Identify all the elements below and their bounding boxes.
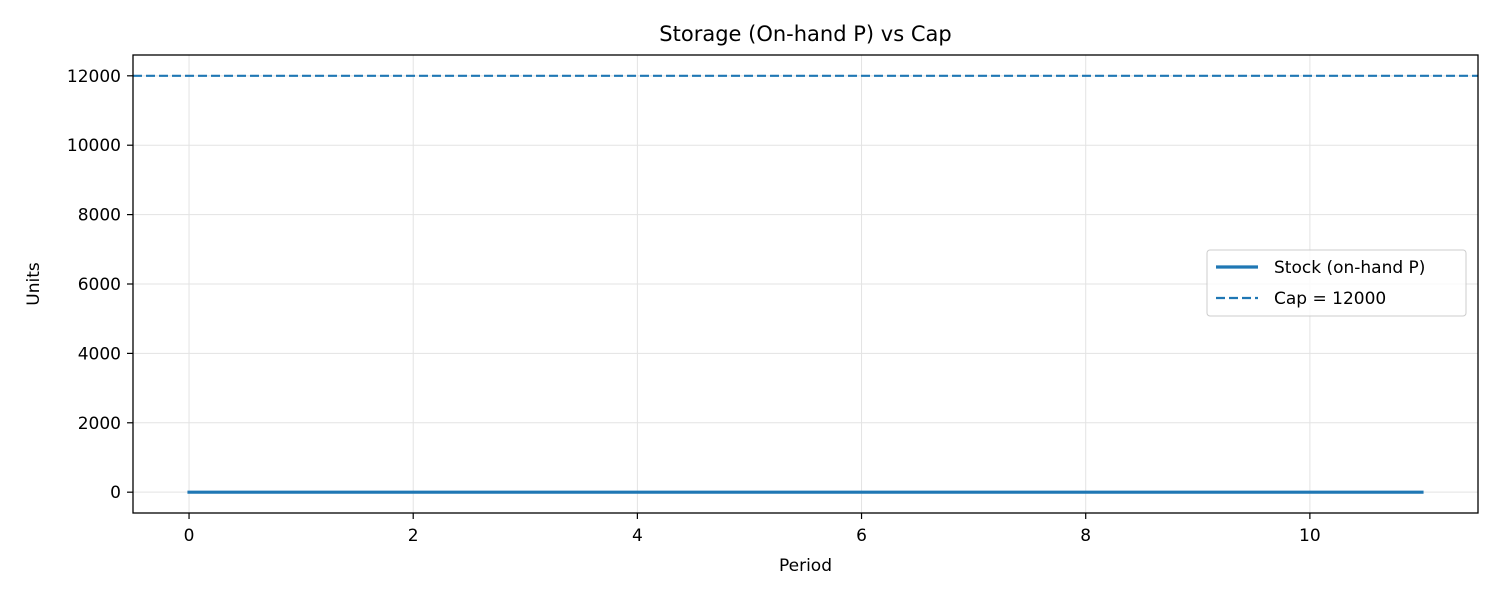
- plot-series: [133, 74, 1478, 494]
- legend-label-stock: Stock (on-hand P): [1274, 258, 1425, 278]
- chart-title: Storage (On-hand P) vs Cap: [659, 22, 951, 46]
- legend-box: [1206, 249, 1467, 317]
- y-tick-label: 12000: [67, 67, 121, 87]
- y-tick-label: 4000: [78, 344, 121, 364]
- x-tick-label: 0: [184, 526, 195, 546]
- x-tick-label: 4: [632, 526, 643, 546]
- y-axis-title: Units: [24, 262, 44, 306]
- x-tick-label: 8: [1080, 526, 1091, 546]
- x-tick-label: 10: [1299, 526, 1321, 546]
- axis-ticks: 0 2 4 6 8 10 0 2000 4000 6000 8000 10000 12000: [67, 67, 1321, 546]
- y-tick-label: 0: [110, 483, 121, 503]
- y-tick-label: 10000: [67, 136, 121, 156]
- x-tick-label: 6: [856, 526, 867, 546]
- legend-label-cap: Cap = 12000: [1274, 289, 1386, 309]
- x-axis-title: Period: [779, 556, 832, 576]
- y-tick-label: 6000: [78, 275, 121, 295]
- x-tick-label: 2: [408, 526, 419, 546]
- y-tick-label: 8000: [78, 206, 121, 226]
- legend: Stock (on-hand P) Cap = 12000: [1206, 249, 1467, 317]
- y-tick-label: 2000: [78, 414, 121, 434]
